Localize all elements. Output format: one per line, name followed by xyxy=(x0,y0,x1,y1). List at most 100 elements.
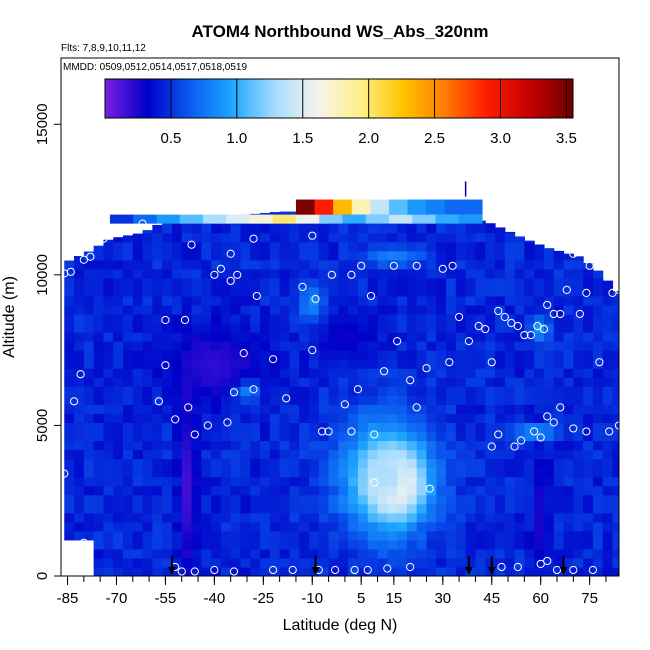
heatmap-cell xyxy=(543,395,555,405)
heatmap-cell xyxy=(201,458,212,469)
heatmap-cell xyxy=(446,323,457,333)
heatmap-cell xyxy=(495,440,506,451)
heatmap-cell xyxy=(309,413,320,424)
sample-point xyxy=(216,264,225,273)
heatmap-cell xyxy=(64,341,75,351)
heatmap-cell xyxy=(553,368,565,378)
heatmap-cell xyxy=(103,386,114,396)
heatmap-cell xyxy=(181,286,193,297)
heatmap-cell xyxy=(504,458,516,469)
heatmap-cell xyxy=(397,359,408,369)
heatmap-cell xyxy=(240,259,251,270)
heatmap-cell xyxy=(573,422,584,433)
heatmap-cell xyxy=(563,557,574,568)
heatmap-cell xyxy=(113,512,124,523)
heatmap-cell xyxy=(171,566,183,576)
sample-point xyxy=(614,421,619,430)
heatmap-cell xyxy=(514,557,525,568)
heatmap-cell xyxy=(250,530,261,541)
heatmap-cell xyxy=(534,244,545,252)
heatmap-cell xyxy=(514,440,525,451)
heatmap-cell xyxy=(123,235,134,243)
heatmap-cell xyxy=(338,467,349,478)
heatmap-cell xyxy=(279,539,291,550)
heatmap-cell xyxy=(269,422,281,433)
heatmap-cell xyxy=(397,304,408,315)
heatmap-cell xyxy=(181,277,193,288)
sample-point xyxy=(497,562,506,572)
heatmap-cell xyxy=(211,413,222,424)
heatmap-cell xyxy=(142,304,153,315)
heatmap-cell xyxy=(64,404,75,414)
heatmap-cell xyxy=(152,503,163,514)
sample-point xyxy=(308,231,317,240)
heatmap-cell xyxy=(416,223,428,234)
heatmap-cell xyxy=(211,512,222,523)
heatmap-cell xyxy=(74,268,85,279)
heatmap-cell xyxy=(279,395,291,405)
heatmap-cell xyxy=(211,368,222,378)
heatmap-cell xyxy=(367,295,379,306)
heatmap-cell xyxy=(406,431,418,442)
heatmap-cell xyxy=(426,250,437,261)
heatmap-cell xyxy=(240,485,251,496)
heatmap-cell xyxy=(279,521,291,532)
heatmap-cell xyxy=(299,503,310,514)
heatmap-cell xyxy=(465,386,477,396)
sample-point xyxy=(526,330,535,340)
heatmap-cell xyxy=(74,295,85,306)
heatmap-cell xyxy=(543,422,555,433)
heatmap-cell xyxy=(220,313,232,324)
heatmap-cell xyxy=(426,404,437,414)
heatmap-cell xyxy=(74,395,85,405)
heatmap-cell xyxy=(612,458,619,469)
heatmap-cell xyxy=(377,386,388,396)
heatmap-cell xyxy=(191,377,202,387)
heatmap-cell xyxy=(269,286,281,297)
heatmap-cell xyxy=(357,494,369,505)
heatmap-strip-cell xyxy=(156,214,181,224)
heatmap-cell xyxy=(83,251,95,261)
heatmap-cell xyxy=(465,286,477,297)
heatmap-cell xyxy=(289,323,300,333)
heatmap-cell xyxy=(309,539,320,550)
heatmap-cell xyxy=(328,332,339,342)
heatmap-cell xyxy=(475,377,486,387)
heatmap-cell xyxy=(240,341,251,351)
heatmap-cell xyxy=(269,431,281,442)
heatmap-cell xyxy=(201,548,212,559)
heatmap-cell xyxy=(475,277,486,288)
heatmap-cell xyxy=(240,557,251,568)
heatmap-cell xyxy=(534,413,545,424)
heatmap-cell xyxy=(230,395,242,405)
heatmap-cell xyxy=(64,530,75,541)
heatmap-cell xyxy=(260,359,271,369)
heatmap-cell xyxy=(309,359,320,369)
heatmap-cell xyxy=(357,304,369,315)
heatmap-cell xyxy=(260,404,271,414)
heatmap-cell xyxy=(260,449,271,460)
sample-point xyxy=(487,442,496,451)
heatmap-cell xyxy=(387,431,398,442)
heatmap-cell xyxy=(367,485,379,496)
heatmap-cell xyxy=(250,467,261,478)
heatmap-cell xyxy=(299,250,310,261)
x-tick-label: -40 xyxy=(204,590,226,607)
heatmap-cell xyxy=(74,422,85,433)
heatmap-cell xyxy=(279,476,291,487)
heatmap-cell xyxy=(514,304,525,315)
heatmap-cell xyxy=(289,377,300,387)
heatmap-cell xyxy=(475,286,486,297)
heatmap-cell xyxy=(455,386,467,396)
heatmap-cell xyxy=(181,313,193,324)
heatmap-cell xyxy=(563,503,574,514)
sample-point xyxy=(190,567,199,576)
heatmap-cell xyxy=(132,241,144,252)
heatmap-cell xyxy=(83,440,95,451)
heatmap-cell xyxy=(495,494,506,505)
heatmap-cell xyxy=(152,232,163,243)
heatmap-cell xyxy=(220,512,232,523)
heatmap-cell xyxy=(348,323,359,333)
heatmap-cell xyxy=(602,431,614,442)
heatmap-cell xyxy=(279,503,291,514)
